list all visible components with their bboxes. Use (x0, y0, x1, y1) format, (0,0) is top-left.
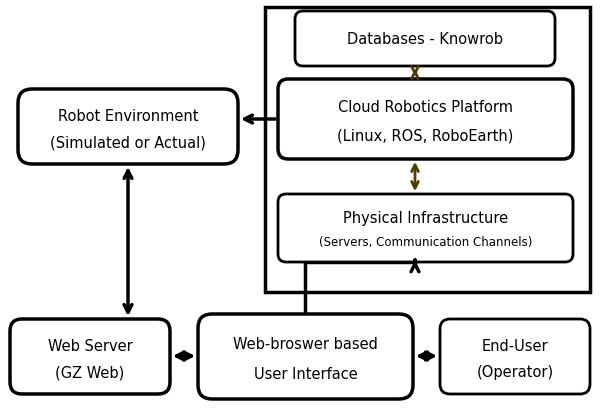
FancyBboxPatch shape (278, 195, 573, 262)
Text: (Linux, ROS, RoboEarth): (Linux, ROS, RoboEarth) (337, 128, 514, 143)
FancyBboxPatch shape (440, 319, 590, 394)
Text: Robot Environment: Robot Environment (58, 109, 198, 123)
Text: Web-broswer based: Web-broswer based (233, 337, 378, 351)
FancyBboxPatch shape (18, 90, 238, 165)
FancyBboxPatch shape (265, 8, 590, 292)
Text: (GZ Web): (GZ Web) (55, 364, 125, 379)
Text: End-User: End-User (482, 338, 548, 353)
Text: Web Server: Web Server (48, 338, 132, 353)
Text: Cloud Robotics Platform: Cloud Robotics Platform (338, 100, 513, 115)
Text: Physical Infrastructure: Physical Infrastructure (343, 211, 508, 226)
FancyBboxPatch shape (295, 12, 555, 67)
FancyBboxPatch shape (198, 314, 413, 399)
Text: Databases - Knowrob: Databases - Knowrob (347, 32, 503, 47)
Text: (Operator): (Operator) (476, 364, 554, 379)
FancyBboxPatch shape (278, 80, 573, 159)
Text: (Servers, Communication Channels): (Servers, Communication Channels) (319, 235, 532, 249)
FancyBboxPatch shape (10, 319, 170, 394)
Text: (Simulated or Actual): (Simulated or Actual) (50, 135, 206, 150)
Text: User Interface: User Interface (253, 366, 358, 381)
